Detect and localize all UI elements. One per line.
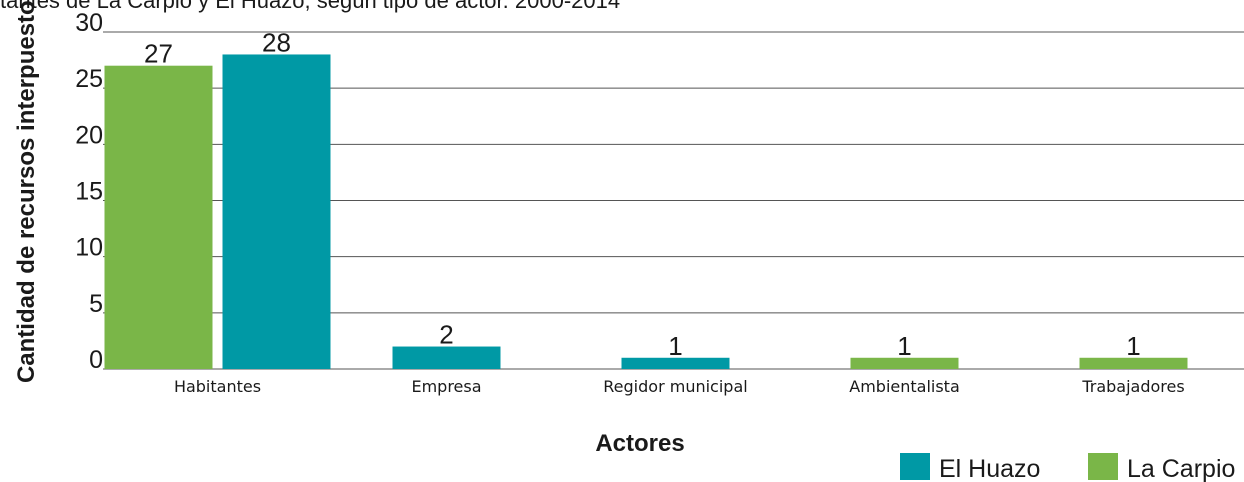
legend-label: La Carpio [1127,455,1235,482]
value-label: 28 [262,27,291,57]
legend-swatch [900,453,930,480]
bar [621,357,730,369]
value-label: 1 [897,331,911,361]
y-tick-label: 15 [75,178,103,206]
y-tick-label: 0 [89,346,103,374]
y-tick-label: 30 [75,9,103,37]
bar [1079,357,1188,369]
value-label: 2 [439,320,453,350]
x-axis-label: Actores [595,430,684,457]
bar [222,54,331,369]
bar [392,346,501,369]
x-tick-label: Trabajadores [1081,377,1184,396]
bar [104,65,213,369]
value-label: 27 [144,39,173,69]
y-tick-label: 10 [75,234,103,262]
y-axis-label: Cantidad de recursos interpuestos [13,0,40,383]
x-tick-label: Empresa [411,377,481,396]
x-tick-label: Ambientalista [849,377,960,396]
x-tick-label: Regidor municipal [603,377,747,396]
chart-title: tantes de La Carpio y El Huazo, según ti… [0,0,620,13]
y-tick-label: 5 [89,290,103,318]
value-label: 1 [1126,331,1140,361]
y-tick-label: 20 [75,121,103,149]
value-label: 1 [668,331,682,361]
legend-swatch [1088,453,1118,480]
bar [850,357,959,369]
y-tick-label: 25 [75,65,103,93]
x-tick-label: Habitantes [174,377,261,396]
legend-label: El Huazo [939,455,1040,482]
